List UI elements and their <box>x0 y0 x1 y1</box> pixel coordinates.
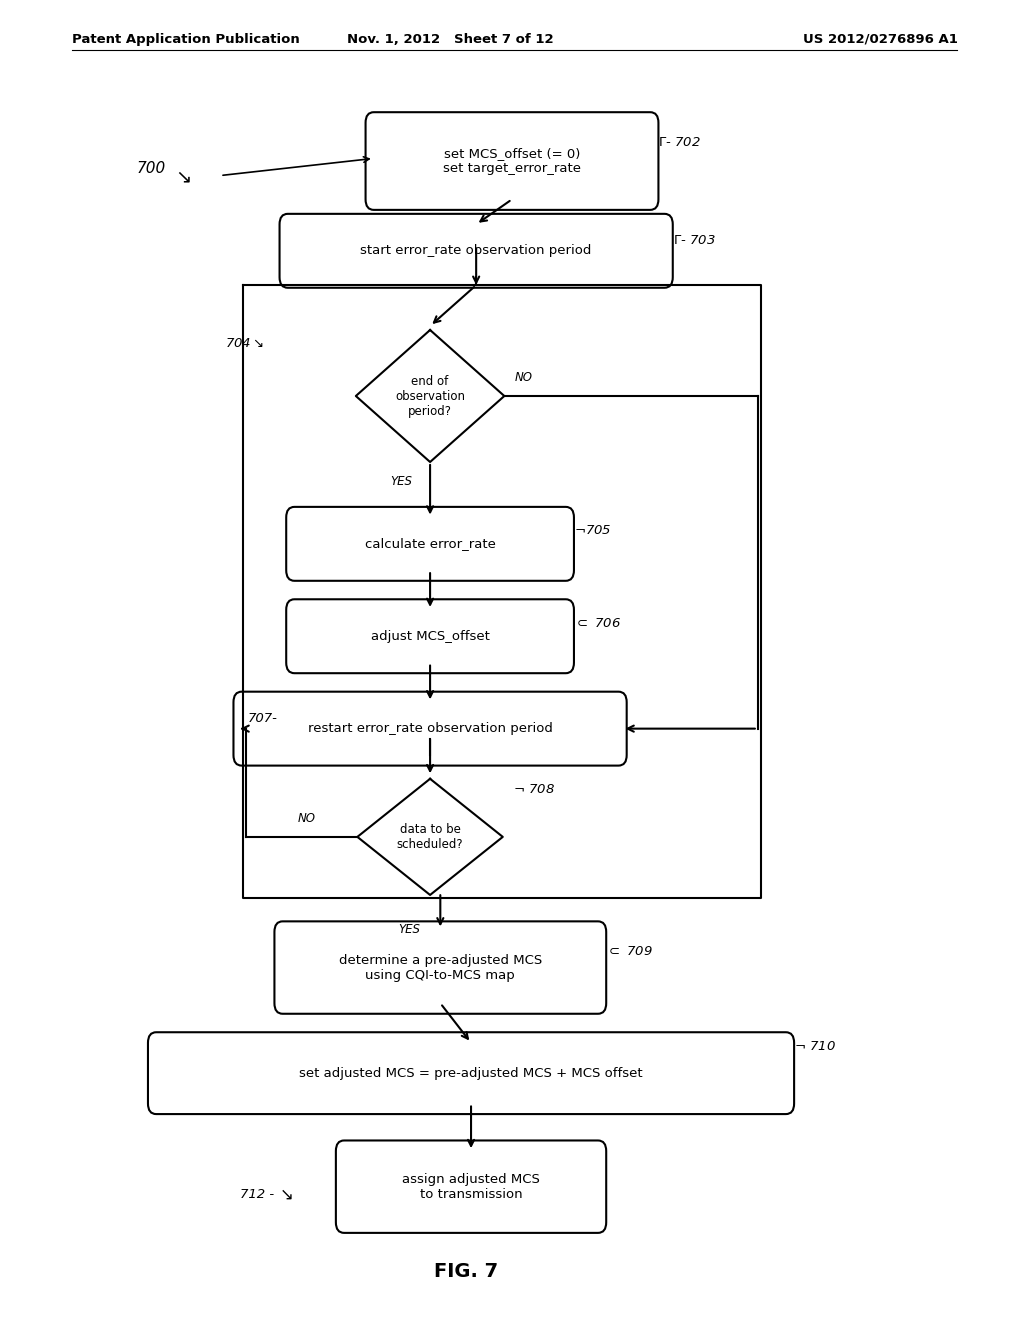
Text: $\Gamma$- 703: $\Gamma$- 703 <box>673 234 716 247</box>
Text: adjust MCS_offset: adjust MCS_offset <box>371 630 489 643</box>
Text: assign adjusted MCS
to transmission: assign adjusted MCS to transmission <box>402 1172 540 1201</box>
FancyBboxPatch shape <box>274 921 606 1014</box>
Text: $\neg$ 708: $\neg$ 708 <box>513 783 555 796</box>
Text: NO: NO <box>298 812 316 825</box>
Text: set MCS_offset (= 0)
set target_error_rate: set MCS_offset (= 0) set target_error_ra… <box>443 147 581 176</box>
Text: YES: YES <box>398 923 421 936</box>
Text: YES: YES <box>390 475 413 488</box>
Text: $\subset$ 709: $\subset$ 709 <box>606 945 653 958</box>
FancyBboxPatch shape <box>366 112 658 210</box>
Text: $\searrow$: $\searrow$ <box>172 169 191 187</box>
Text: determine a pre-adjusted MCS
using CQI-to-MCS map: determine a pre-adjusted MCS using CQI-t… <box>339 953 542 982</box>
Text: NO: NO <box>514 371 532 384</box>
Text: 704$\searrow$: 704$\searrow$ <box>225 337 264 350</box>
Text: $\subset$ 706: $\subset$ 706 <box>573 616 622 630</box>
Text: 707-: 707- <box>248 711 278 725</box>
FancyBboxPatch shape <box>233 692 627 766</box>
Text: $\neg$705: $\neg$705 <box>573 524 611 537</box>
Text: Nov. 1, 2012   Sheet 7 of 12: Nov. 1, 2012 Sheet 7 of 12 <box>347 33 554 46</box>
FancyBboxPatch shape <box>336 1140 606 1233</box>
Text: $\neg$ 710: $\neg$ 710 <box>795 1040 836 1053</box>
Text: Patent Application Publication: Patent Application Publication <box>72 33 299 46</box>
Text: end of
observation
period?: end of observation period? <box>395 375 465 417</box>
Text: restart error_rate observation period: restart error_rate observation period <box>307 722 553 735</box>
Text: $\Gamma$- 702: $\Gamma$- 702 <box>658 136 701 149</box>
Text: US 2012/0276896 A1: US 2012/0276896 A1 <box>803 33 957 46</box>
FancyBboxPatch shape <box>280 214 673 288</box>
FancyBboxPatch shape <box>286 507 573 581</box>
Text: start error_rate observation period: start error_rate observation period <box>360 244 592 257</box>
FancyBboxPatch shape <box>286 599 573 673</box>
FancyBboxPatch shape <box>148 1032 795 1114</box>
Text: set adjusted MCS = pre-adjusted MCS + MCS offset: set adjusted MCS = pre-adjusted MCS + MC… <box>299 1067 643 1080</box>
Text: 712 -: 712 - <box>241 1188 274 1201</box>
Text: 700: 700 <box>136 161 166 177</box>
Text: calculate error_rate: calculate error_rate <box>365 537 496 550</box>
Text: FIG. 7: FIG. 7 <box>434 1262 498 1280</box>
Text: data to be
scheduled?: data to be scheduled? <box>396 822 464 851</box>
Text: $\searrow$: $\searrow$ <box>276 1185 293 1204</box>
